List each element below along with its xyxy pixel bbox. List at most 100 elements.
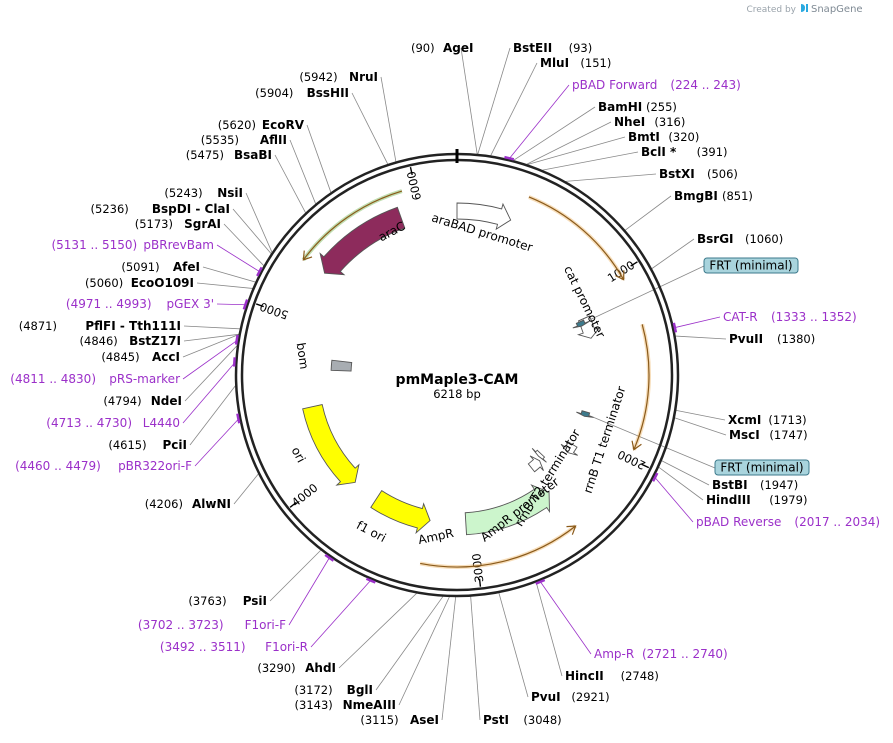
site-nsii[interactable]: NsiI (5243): [164, 186, 243, 200]
primer-f1ori-f[interactable]: F1ori-F (3702 .. 3723): [138, 618, 286, 632]
site-position: (5243): [164, 186, 202, 200]
site-name: AhdI: [305, 661, 336, 675]
tick-label-2000: 2000: [615, 447, 647, 472]
site-position: (5475): [186, 148, 224, 162]
site-position: (4846): [80, 334, 118, 348]
site-bsabi[interactable]: BsaBI (5475): [186, 148, 272, 162]
site-name: AgeI: [443, 41, 473, 55]
site-name: BsaBI: [234, 148, 272, 162]
primer-leader-9: [288, 556, 331, 626]
site-psii[interactable]: PsiI (3763): [188, 594, 267, 608]
site-name: BamHI: [598, 100, 642, 114]
primer-label: pBAD Forward: [572, 78, 657, 92]
primer-pbad-reverse[interactable]: pBAD Reverse (2017 .. 2034): [696, 515, 880, 529]
site-bspdi-clai[interactable]: BspDI - ClaI (5236): [91, 202, 230, 216]
site-name: SgrAI: [184, 217, 221, 231]
site-name: EcoRV: [262, 118, 305, 132]
site-name: PvuII: [729, 332, 763, 346]
leader-right-7: [565, 173, 657, 182]
primer-prs-marker[interactable]: pRS-marker (4811 .. 4830): [10, 372, 180, 386]
frt-2-leader: [586, 414, 716, 469]
site-position: (3290): [257, 661, 295, 675]
site-sgrai[interactable]: SgrAI (5173): [135, 217, 221, 231]
site-pcii[interactable]: PciI (4615): [108, 438, 187, 452]
leader-right-14: [658, 467, 704, 501]
site-psti[interactable]: PstI (3048): [483, 713, 562, 727]
site-pflfi-tth111i[interactable]: PflFI - Tth111I (4871): [19, 319, 181, 333]
site-bsshii[interactable]: BssHII (5904): [255, 86, 349, 100]
primer-pgex-3[interactable]: pGEX 3' (4971 .. 4993): [66, 297, 214, 311]
primer-label: pBR322ori-F: [118, 459, 192, 473]
site-position: (93): [569, 41, 593, 55]
feature-frt-2: [576, 410, 594, 418]
site-ahdi[interactable]: AhdI (3290): [257, 661, 336, 675]
frt-2-badge: [714, 459, 810, 476]
leader-right-3: [513, 106, 596, 161]
primer-pbad-forward[interactable]: pBAD Forward (224 .. 243): [572, 78, 741, 92]
site-nhei[interactable]: NheI (316): [614, 115, 685, 129]
tick-label-4000: 4000: [289, 481, 321, 510]
site-position: (4794): [103, 394, 141, 408]
primer-l4440[interactable]: L4440 (4713 .. 4730): [46, 416, 180, 430]
site-position: (5620): [218, 118, 256, 132]
site-acci[interactable]: AccI (4845): [101, 350, 180, 364]
site-name: NsiI: [217, 186, 243, 200]
site-position: (851): [722, 189, 753, 203]
primer-f1ori-r[interactable]: F1ori-R (3492 .. 3511): [160, 640, 308, 654]
site-position: (2748): [621, 669, 659, 683]
site-afei[interactable]: AfeI (5091): [121, 260, 200, 274]
site-msci[interactable]: MscI (1747): [729, 428, 808, 442]
site-pvuii[interactable]: PvuII (1380): [729, 332, 815, 346]
site-bmgbi[interactable]: BmgBI (851): [674, 189, 753, 203]
site-agei[interactable]: (90) AgeI: [411, 41, 473, 55]
site-ndei[interactable]: NdeI (4794): [103, 394, 182, 408]
site-bstbi[interactable]: BstBI (1947): [712, 478, 798, 492]
tick-mark-2000: [641, 463, 650, 469]
site-bsrgi[interactable]: BsrGI (1060): [697, 232, 783, 246]
site-asei[interactable]: AseI (3115): [360, 713, 439, 727]
tick-mark-6000: [409, 166, 413, 176]
site-position: (3172): [294, 683, 332, 697]
leader-left-1: [351, 92, 389, 165]
site-bstz17i[interactable]: BstZ17I (4846): [80, 334, 181, 348]
site-bmti[interactable]: BmtI (320): [628, 130, 699, 144]
site-position: (1380): [777, 332, 815, 346]
site-nrui[interactable]: NruI (5942): [299, 70, 378, 84]
primer-amp-r[interactable]: Amp-R (2721 .. 2740): [594, 647, 728, 661]
site-ecoo109i[interactable]: EcoO109I (5060): [85, 276, 194, 290]
site-name: BstZ17I: [129, 334, 181, 348]
site-name: BssHII: [307, 86, 349, 100]
site-mlui[interactable]: MluI (151): [540, 56, 611, 70]
site-name: BstBI: [712, 478, 748, 492]
site-ecorv[interactable]: EcoRV (5620): [218, 118, 305, 132]
primer-pbrrevbam[interactable]: pBRrevBam (5131 .. 5150): [51, 238, 214, 252]
tick-label-3000: 3000: [469, 553, 486, 584]
site-bamhi[interactable]: BamHI (255): [598, 100, 677, 114]
site-hincii[interactable]: HincII (2748): [565, 669, 659, 683]
leader-right-11: [676, 410, 726, 421]
leader-right-0: [460, 47, 478, 154]
site-alwni[interactable]: AlwNI (4206): [145, 497, 231, 511]
site-aflii[interactable]: AflII (5535): [201, 133, 287, 147]
primer-cat-r[interactable]: CAT-R (1333 .. 1352): [723, 310, 857, 324]
site-name: AseI: [410, 713, 439, 727]
site-xcmi[interactable]: XcmI (1713): [728, 413, 807, 427]
site-name: BsrGI: [697, 232, 734, 246]
site-pvui[interactable]: PvuI (2921): [531, 690, 610, 704]
site-bcli[interactable]: BclI * (391): [641, 145, 728, 159]
primer-leader-5: [216, 303, 247, 306]
site-hindiii[interactable]: HindIII (1979): [706, 493, 807, 507]
leader-left-8: [202, 266, 256, 283]
site-nmeaiii[interactable]: NmeAIII (3143): [295, 698, 396, 712]
primer-pbr322ori-f[interactable]: pBR322ori-F (4460 .. 4479): [15, 459, 192, 473]
site-position: (1747): [769, 428, 807, 442]
primer-leader-10: [310, 579, 372, 648]
primer-range: (4811 .. 4830): [10, 372, 96, 386]
leader-right-15: [535, 582, 563, 677]
site-position: (3048): [523, 713, 561, 727]
leader-left-6: [232, 208, 272, 254]
site-bgli[interactable]: BglI (3172): [294, 683, 373, 697]
site-bstxi[interactable]: BstXI (506): [659, 167, 738, 181]
site-bsteii[interactable]: BstEII (93): [513, 41, 592, 55]
site-position: (90): [411, 41, 435, 55]
